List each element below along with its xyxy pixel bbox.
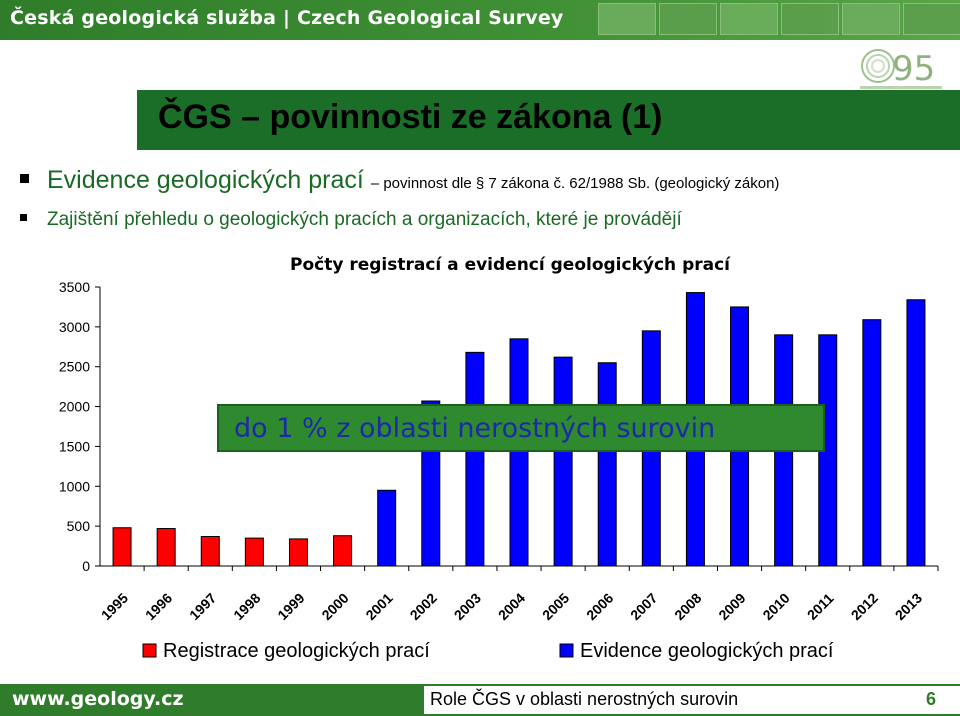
bar-2004: [509, 338, 529, 567]
y-tick-label: 1000: [59, 478, 90, 494]
bar-2000: [333, 535, 353, 567]
legend-swatch: [559, 643, 574, 658]
y-tick-label: 3000: [59, 319, 90, 335]
bar-1998: [244, 537, 264, 567]
x-tick-label: 2009: [715, 590, 748, 623]
bullet-evidence: Evidence geologických prací – povinnost …: [20, 166, 779, 195]
anniversary-logo: 95: [860, 49, 942, 89]
bullet-marker: [20, 214, 27, 222]
x-tick-label: 2005: [539, 590, 572, 623]
chart-legend: Registrace geologických prací Evidence ge…: [142, 640, 834, 662]
y-tick-label: 2500: [59, 359, 90, 375]
x-tick-label: 2000: [318, 590, 351, 623]
bar-2005: [553, 356, 573, 567]
header-title: Česká geologická služba | Czech Geologic…: [10, 7, 564, 29]
bar-2012: [862, 319, 882, 567]
x-tick-label: 2007: [627, 590, 660, 623]
y-tick-label: 1500: [59, 438, 90, 454]
slide-title: ČGS – povinnosti ze zákona (1): [158, 98, 663, 136]
bullet-overview-text: Zajištění přehledu o geologických pracíc…: [47, 209, 682, 230]
photo-tile: [903, 3, 960, 35]
registrations-chart: Počty registrací a evidencí geologických…: [59, 255, 939, 662]
legend-label: Registrace geologických prací: [163, 640, 430, 662]
bullet-overview: Zajištění přehledu o geologických pracíc…: [20, 209, 682, 231]
bar-2001: [377, 489, 397, 567]
photo-tile: [781, 3, 839, 35]
x-tick-label: 2011: [804, 590, 837, 623]
x-tick-label: 2010: [759, 590, 792, 623]
page-number: 6: [926, 689, 937, 709]
x-tick-label: 2004: [495, 590, 528, 623]
x-tick-label: 1998: [230, 590, 263, 623]
legend-swatch: [142, 643, 157, 658]
x-tick-label: 2001: [362, 590, 395, 623]
bar-1997: [200, 536, 220, 567]
footer-caption-box: [424, 686, 960, 714]
bullet-main-text: Evidence geologických prací: [47, 166, 364, 194]
bar-2003: [465, 351, 485, 567]
logo-text: 95: [892, 49, 935, 89]
x-tick-label: 1995: [98, 590, 131, 623]
y-tick-label: 500: [67, 518, 91, 534]
chart-title: Počty registrací a evidencí geologických…: [290, 255, 731, 275]
header-photo-strip: [598, 3, 960, 35]
photo-tile: [720, 3, 778, 35]
footer-caption: Role ČGS v oblasti nerostných surovin: [430, 689, 739, 709]
bar-1996: [156, 528, 176, 567]
title-bar: [137, 90, 960, 150]
bar-2013: [906, 299, 926, 567]
x-tick-label: 2002: [407, 590, 440, 623]
bar-2006: [597, 362, 617, 567]
x-tick-label: 2008: [671, 590, 704, 623]
bullet-detail-text: – povinnost dle § 7 zákona č. 62/1988 Sb…: [370, 175, 780, 192]
x-tick-label: 1997: [186, 590, 219, 623]
bar-1999: [288, 538, 308, 567]
chart-x-labels: 1995 1996 1997 1998 1999 2000 2001 2002 2003 2004…: [98, 590, 925, 623]
x-tick-label: 2012: [848, 590, 881, 623]
chart-y-labels: 0 500 1000 1500 2000 2500 3000 3500: [59, 279, 90, 574]
bullet-marker: [20, 173, 29, 183]
y-tick-label: 0: [82, 558, 90, 574]
photo-tile: [842, 3, 900, 35]
legend-label: Evidence geologických prací: [580, 640, 834, 662]
footer-url[interactable]: www.geology.cz: [12, 688, 184, 710]
x-tick-label: 1999: [274, 590, 307, 623]
x-tick-label: 1996: [142, 590, 175, 623]
y-tick-label: 2000: [59, 399, 90, 415]
bar-1995: [112, 527, 132, 567]
y-tick-label: 3500: [59, 279, 90, 295]
x-tick-label: 2003: [451, 590, 484, 623]
photo-tile: [659, 3, 717, 35]
photo-tile: [598, 3, 656, 35]
x-tick-label: 2013: [892, 590, 925, 623]
note-box: do 1 % z oblasti nerostných surovin: [217, 404, 825, 452]
x-tick-label: 2006: [583, 590, 616, 623]
